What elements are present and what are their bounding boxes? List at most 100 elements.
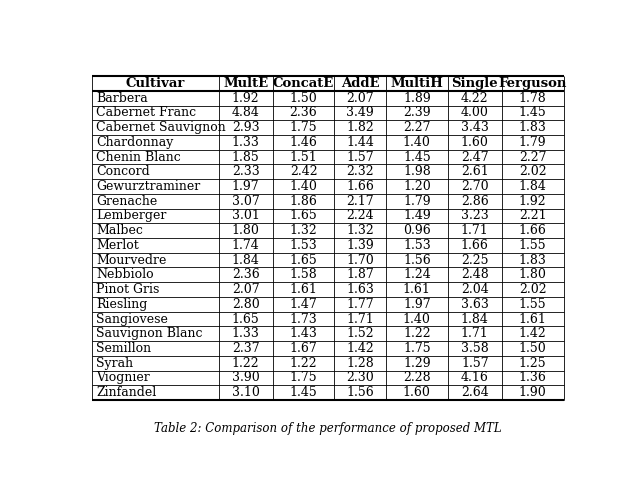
Text: 0.96: 0.96: [403, 224, 431, 237]
Text: 1.63: 1.63: [346, 283, 374, 296]
Text: 2.86: 2.86: [461, 195, 489, 208]
Text: 1.40: 1.40: [403, 136, 431, 149]
Text: 2.70: 2.70: [461, 180, 488, 193]
Text: 1.78: 1.78: [519, 92, 547, 105]
Text: 1.24: 1.24: [403, 268, 431, 281]
Text: 2.36: 2.36: [290, 106, 317, 120]
Text: 1.97: 1.97: [232, 180, 259, 193]
Text: 1.75: 1.75: [403, 342, 431, 355]
Text: 2.93: 2.93: [232, 121, 259, 134]
Text: 1.29: 1.29: [403, 357, 431, 369]
Text: 1.74: 1.74: [232, 239, 259, 252]
Text: 3.49: 3.49: [346, 106, 374, 120]
Text: 4.00: 4.00: [461, 106, 489, 120]
Text: 2.07: 2.07: [346, 92, 374, 105]
Text: MultiH: MultiH: [390, 77, 444, 90]
Text: 1.65: 1.65: [290, 254, 317, 267]
Text: Syrah: Syrah: [97, 357, 134, 369]
Text: 2.28: 2.28: [403, 371, 431, 384]
Text: 1.47: 1.47: [290, 298, 317, 311]
Text: 1.67: 1.67: [290, 342, 317, 355]
Text: Grenache: Grenache: [97, 195, 157, 208]
Text: 1.45: 1.45: [519, 106, 547, 120]
Text: 1.87: 1.87: [346, 268, 374, 281]
Text: 1.28: 1.28: [346, 357, 374, 369]
Text: AddE: AddE: [341, 77, 380, 90]
Text: 3.43: 3.43: [461, 121, 489, 134]
Text: 1.50: 1.50: [290, 92, 317, 105]
Text: 1.58: 1.58: [290, 268, 317, 281]
Text: 4.22: 4.22: [461, 92, 488, 105]
Text: 1.66: 1.66: [461, 239, 489, 252]
Text: 1.45: 1.45: [290, 386, 317, 399]
Text: 2.24: 2.24: [346, 210, 374, 222]
Text: 2.48: 2.48: [461, 268, 489, 281]
Text: 1.55: 1.55: [519, 298, 547, 311]
Text: 1.40: 1.40: [290, 180, 317, 193]
Text: Nebbiolo: Nebbiolo: [97, 268, 154, 281]
Text: 1.65: 1.65: [232, 312, 259, 326]
Text: Viognier: Viognier: [97, 371, 150, 384]
Text: 1.84: 1.84: [232, 254, 260, 267]
Text: 2.42: 2.42: [290, 165, 317, 178]
Text: 1.65: 1.65: [290, 210, 317, 222]
Text: Cabernet Franc: Cabernet Franc: [97, 106, 196, 120]
Text: Zinfandel: Zinfandel: [97, 386, 157, 399]
Text: 1.53: 1.53: [290, 239, 317, 252]
Text: 1.42: 1.42: [519, 327, 547, 340]
Text: 1.80: 1.80: [232, 224, 260, 237]
Text: 1.83: 1.83: [519, 121, 547, 134]
Text: 1.83: 1.83: [519, 254, 547, 267]
Text: 4.16: 4.16: [461, 371, 489, 384]
Text: Riesling: Riesling: [97, 298, 148, 311]
Text: 1.46: 1.46: [290, 136, 317, 149]
Text: 1.57: 1.57: [346, 151, 374, 163]
Text: 1.52: 1.52: [346, 327, 374, 340]
Text: 2.80: 2.80: [232, 298, 259, 311]
Text: 2.47: 2.47: [461, 151, 488, 163]
Text: 1.71: 1.71: [461, 224, 489, 237]
Text: 1.85: 1.85: [232, 151, 259, 163]
Text: 1.71: 1.71: [461, 327, 489, 340]
Text: Semillon: Semillon: [97, 342, 152, 355]
Text: Chenin Blanc: Chenin Blanc: [97, 151, 181, 163]
Text: 1.22: 1.22: [232, 357, 259, 369]
Text: 1.40: 1.40: [403, 312, 431, 326]
Text: 1.98: 1.98: [403, 165, 431, 178]
Text: 1.84: 1.84: [461, 312, 489, 326]
Text: 1.61: 1.61: [290, 283, 317, 296]
Text: 2.36: 2.36: [232, 268, 259, 281]
Text: Merlot: Merlot: [97, 239, 139, 252]
Text: 1.45: 1.45: [403, 151, 431, 163]
Text: 1.86: 1.86: [290, 195, 317, 208]
Text: 2.39: 2.39: [403, 106, 431, 120]
Text: Sangiovese: Sangiovese: [97, 312, 168, 326]
Text: 1.71: 1.71: [346, 312, 374, 326]
Text: 1.56: 1.56: [403, 254, 431, 267]
Text: ConcatE: ConcatE: [273, 77, 334, 90]
Text: 3.63: 3.63: [461, 298, 489, 311]
Text: 1.73: 1.73: [290, 312, 317, 326]
Text: 1.20: 1.20: [403, 180, 431, 193]
Text: 1.90: 1.90: [519, 386, 547, 399]
Text: Ferguson: Ferguson: [499, 77, 567, 90]
Text: Table 2: Comparison of the performance of proposed MTL: Table 2: Comparison of the performance o…: [154, 422, 502, 435]
Text: 1.61: 1.61: [403, 283, 431, 296]
Text: 1.44: 1.44: [346, 136, 374, 149]
Text: Single: Single: [451, 77, 498, 90]
Text: Mourvedre: Mourvedre: [97, 254, 167, 267]
Text: 1.97: 1.97: [403, 298, 431, 311]
Text: 2.27: 2.27: [403, 121, 431, 134]
Text: 1.32: 1.32: [290, 224, 317, 237]
Text: 1.82: 1.82: [346, 121, 374, 134]
Text: 2.30: 2.30: [346, 371, 374, 384]
Text: 1.33: 1.33: [232, 327, 260, 340]
Text: 1.50: 1.50: [519, 342, 547, 355]
Text: 2.04: 2.04: [461, 283, 489, 296]
Text: Barbera: Barbera: [97, 92, 148, 105]
Text: 2.07: 2.07: [232, 283, 259, 296]
Text: Gewurztraminer: Gewurztraminer: [97, 180, 200, 193]
Text: 1.36: 1.36: [519, 371, 547, 384]
Text: 1.80: 1.80: [519, 268, 547, 281]
Text: 1.42: 1.42: [346, 342, 374, 355]
